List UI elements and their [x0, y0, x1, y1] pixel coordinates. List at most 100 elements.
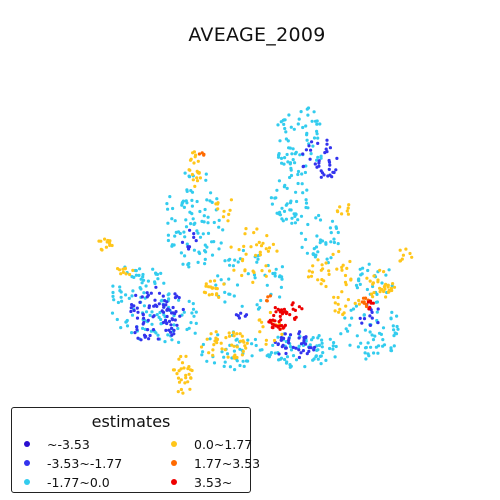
map-point	[224, 336, 228, 340]
map-point	[244, 313, 249, 317]
map-point	[274, 267, 278, 271]
map-point	[353, 301, 357, 305]
map-point	[304, 148, 308, 152]
map-point	[290, 152, 294, 156]
map-point	[258, 250, 262, 254]
map-point	[330, 219, 335, 223]
map-point	[192, 232, 196, 236]
map-point	[170, 338, 174, 342]
map-point	[162, 281, 166, 285]
map-point	[337, 310, 341, 314]
map-point	[205, 245, 209, 249]
map-point	[258, 253, 262, 257]
map-point	[228, 292, 232, 296]
map-point	[259, 244, 264, 248]
map-point	[401, 253, 405, 257]
map-point	[398, 248, 402, 252]
legend-label: 0.0~1.77	[194, 436, 253, 452]
map-point	[221, 215, 226, 219]
legend-title: estimates	[91, 412, 171, 431]
map-point	[278, 295, 282, 299]
map-point	[271, 343, 275, 347]
map-point	[130, 294, 134, 298]
map-point	[176, 390, 180, 394]
legend-swatch	[171, 479, 177, 485]
map-point	[235, 283, 240, 287]
map-point	[289, 348, 294, 352]
map-point	[139, 277, 143, 281]
map-point	[133, 331, 137, 335]
map-point	[203, 257, 207, 261]
map-point	[327, 272, 331, 276]
map-point	[297, 332, 301, 336]
map-point	[196, 231, 200, 235]
map-point	[180, 240, 185, 244]
map-point	[207, 293, 211, 297]
map-point	[386, 290, 391, 294]
map-point	[300, 182, 304, 186]
map-point	[362, 317, 367, 321]
map-point	[314, 216, 318, 220]
map-point	[197, 171, 201, 175]
map-point	[374, 345, 378, 349]
map-point	[140, 281, 144, 285]
map-point	[282, 209, 287, 213]
map-point	[232, 344, 236, 348]
map-point	[173, 318, 177, 322]
map-point	[110, 311, 115, 315]
map-point	[410, 255, 414, 259]
map-point	[287, 336, 291, 341]
map-point	[280, 277, 284, 281]
map-point	[243, 268, 247, 272]
map-point	[364, 345, 368, 350]
map-point	[354, 304, 358, 308]
map-point	[297, 305, 301, 309]
map-point	[286, 160, 290, 164]
map-point	[334, 226, 339, 230]
map-point	[294, 346, 298, 350]
map-point	[100, 248, 104, 252]
map-point	[219, 341, 223, 345]
map-point	[318, 238, 323, 242]
map-point	[354, 283, 359, 287]
map-point	[153, 298, 157, 302]
map-point	[297, 348, 301, 352]
map-point	[364, 357, 368, 361]
map-point	[220, 347, 224, 351]
map-point	[366, 300, 370, 304]
map-point	[142, 291, 146, 295]
map-point	[300, 307, 304, 311]
map-point	[312, 247, 316, 251]
map-point	[305, 138, 309, 142]
map-point	[278, 314, 282, 318]
map-point	[142, 304, 146, 308]
map-point	[315, 234, 319, 238]
map-point	[233, 353, 237, 357]
map-point	[125, 324, 130, 328]
map-point	[134, 273, 138, 277]
map-point	[279, 120, 283, 124]
map-point	[395, 324, 399, 329]
map-point	[135, 328, 139, 332]
map-point	[111, 284, 115, 288]
map-point	[255, 303, 259, 307]
map-point	[173, 292, 177, 296]
map-point	[177, 340, 181, 344]
map-point	[305, 107, 309, 111]
map-point	[331, 252, 335, 256]
map-point	[172, 323, 176, 327]
map-point	[316, 250, 320, 254]
map-point	[186, 245, 190, 249]
map-point	[196, 159, 200, 163]
map-point	[311, 144, 315, 148]
map-point	[345, 266, 349, 270]
map-point	[316, 258, 320, 262]
map-point	[327, 160, 332, 164]
map-point	[121, 270, 125, 274]
map-point	[188, 210, 192, 214]
map-point	[208, 279, 212, 283]
map-point	[367, 354, 371, 358]
map-point	[185, 201, 189, 205]
map-point	[279, 156, 284, 160]
map-point	[222, 364, 226, 368]
